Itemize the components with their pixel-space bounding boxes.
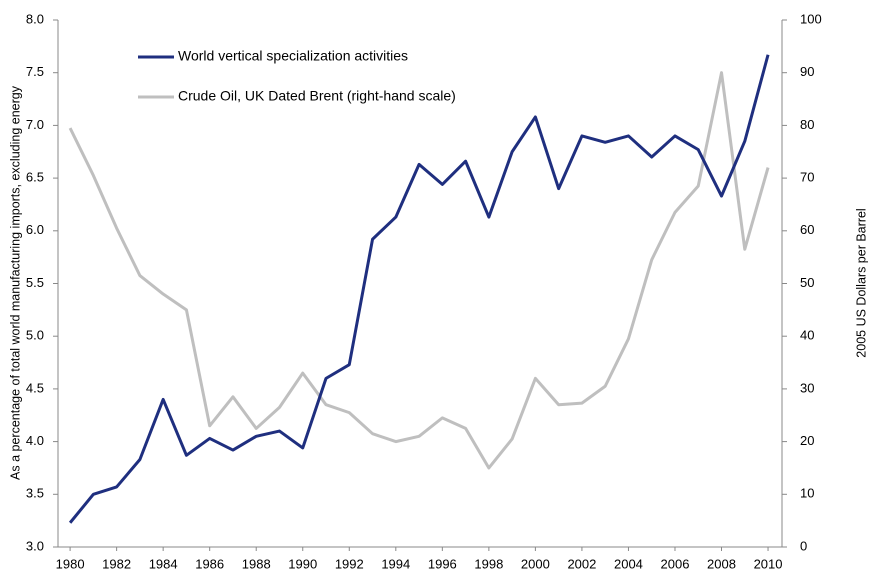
series-line [68, 54, 770, 524]
y-tick-label: 3.5 [26, 486, 44, 501]
y-tick-label: 5.0 [26, 328, 44, 343]
series-line [68, 71, 770, 470]
y2-tick-label: 70 [800, 170, 814, 185]
x-tick-label: 1988 [242, 556, 271, 571]
x-tick-label: 1980 [56, 556, 85, 571]
x-tick-label: 2006 [661, 556, 690, 571]
x-tick-label: 1986 [195, 556, 224, 571]
y-tick-label: 6.0 [26, 222, 44, 237]
y2-tick-label: 60 [800, 222, 814, 237]
x-tick-label: 2000 [521, 556, 550, 571]
x-tick-label: 2002 [567, 556, 596, 571]
x-tick-label: 2004 [614, 556, 643, 571]
x-tick-label: 1984 [149, 556, 178, 571]
y-tick-label: 7.0 [26, 117, 44, 132]
x-tick-label: 1982 [102, 556, 131, 571]
x-tick-label: 1994 [381, 556, 410, 571]
y2-tick-label: 20 [800, 433, 814, 448]
y-tick-label: 6.5 [26, 170, 44, 185]
y2-axis-title: 2005 US Dollars per Barrel [854, 208, 868, 357]
y2-tick-label: 90 [800, 64, 814, 79]
y2-tick-label: 50 [800, 275, 814, 290]
y-axis-title: As a percentage of total world manufactu… [8, 85, 22, 480]
y-tick-label: 3.0 [26, 538, 44, 553]
x-tick-label: 1998 [474, 556, 503, 571]
y-tick-label: 4.0 [26, 433, 44, 448]
x-tick-label: 1992 [335, 556, 364, 571]
y-tick-label: 8.0 [26, 11, 44, 26]
x-tick-label: 2008 [707, 556, 736, 571]
y2-tick-label: 0 [800, 538, 807, 553]
legend-label: World vertical specialization activities [178, 48, 408, 64]
y-tick-label: 5.5 [26, 275, 44, 290]
legend-label: Crude Oil, UK Dated Brent (right-hand sc… [178, 88, 456, 104]
x-tick-label: 1996 [428, 556, 457, 571]
y2-tick-label: 100 [800, 11, 822, 26]
y-tick-label: 7.5 [26, 64, 44, 79]
x-tick-label: 2010 [754, 556, 783, 571]
x-tick-label: 1990 [288, 556, 317, 571]
y2-tick-label: 40 [800, 328, 814, 343]
y2-tick-label: 10 [800, 486, 814, 501]
y-tick-label: 4.5 [26, 380, 44, 395]
y2-tick-label: 80 [800, 117, 814, 132]
y2-tick-label: 30 [800, 380, 814, 395]
